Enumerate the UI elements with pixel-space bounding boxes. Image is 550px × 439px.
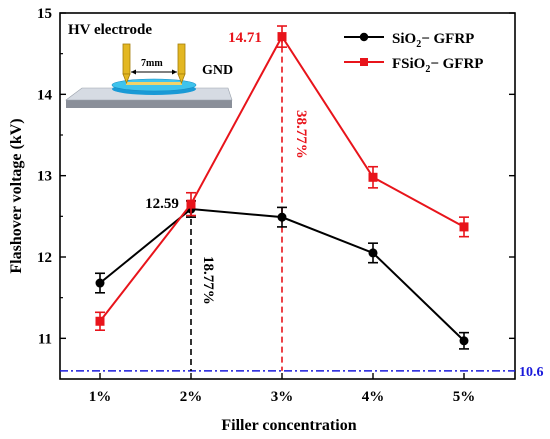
y-axis: 11 12 13 14 15 bbox=[37, 6, 515, 347]
x-axis-title: Filler concentration bbox=[221, 417, 356, 434]
inset-gap-arrow-right-head bbox=[172, 69, 177, 75]
data-point bbox=[459, 336, 469, 346]
legend-sio2-sub: 2 bbox=[416, 39, 421, 50]
inset-gnd-electrode bbox=[177, 43, 186, 85]
legend-fsio2-sub: 2 bbox=[425, 64, 430, 75]
inset-gnd-label: GND bbox=[202, 63, 233, 78]
legend-fsio2-rest: − GFRP bbox=[430, 56, 483, 72]
data-point bbox=[459, 222, 469, 232]
x-tick-label: 3% bbox=[271, 389, 294, 405]
drop-lines bbox=[190, 36, 283, 371]
data-point bbox=[277, 212, 287, 222]
legend-sio2-rest: − GFRP bbox=[421, 31, 474, 47]
legend-label-sio2: SiO2− GFRP bbox=[392, 31, 474, 50]
y-tick-label: 11 bbox=[38, 331, 52, 347]
legend-marker-fsio2 bbox=[360, 58, 368, 66]
data-point bbox=[277, 32, 287, 42]
inset-sample-yellow-layer bbox=[126, 82, 182, 85]
x-tick-label: 5% bbox=[453, 389, 476, 405]
data-point bbox=[368, 172, 378, 182]
peak-red-label: 14.71 bbox=[228, 30, 262, 46]
y-tick-label: 15 bbox=[37, 6, 52, 22]
data-point bbox=[95, 278, 105, 288]
reference-line-label: 10.6 bbox=[519, 365, 544, 380]
legend-sio2-main: SiO bbox=[392, 31, 416, 47]
x-tick-label: 4% bbox=[362, 389, 385, 405]
data-point bbox=[368, 248, 378, 258]
plot-frame bbox=[59, 12, 516, 380]
inset-title: HV electrode bbox=[68, 22, 152, 38]
x-tick-label: 2% bbox=[180, 389, 203, 405]
y-tick-label: 13 bbox=[37, 169, 52, 185]
y-tick-label: 14 bbox=[37, 87, 53, 103]
x-tick-label: 1% bbox=[89, 389, 112, 405]
y-tick-label: 12 bbox=[37, 250, 52, 266]
legend-marker-sio2 bbox=[359, 32, 369, 42]
reference-line-group: 10.6 bbox=[60, 365, 544, 380]
series-group bbox=[95, 25, 469, 350]
data-point bbox=[186, 199, 196, 209]
inset-gap-arrow-left-head bbox=[131, 69, 136, 75]
legend-fsio2-main: FSiO bbox=[392, 56, 425, 72]
inset-gap-label: 7mm bbox=[141, 58, 163, 69]
legend-label-fsio2: FSiO2− GFRP bbox=[392, 56, 483, 75]
inset-schematic: HV electrode 7mm GND bbox=[65, 22, 233, 108]
pct-red-label: 38.77% bbox=[293, 110, 309, 159]
inset-ground-plate bbox=[66, 100, 232, 108]
pct-black-label: 18.77% bbox=[200, 256, 216, 305]
inset-hv-electrode bbox=[122, 43, 131, 85]
legend: SiO2− GFRP FSiO2− GFRP bbox=[344, 31, 483, 75]
y-axis-title: Flashover voltage (kV) bbox=[8, 118, 25, 273]
x-axis: 1% 2% 3% 4% 5% bbox=[89, 373, 476, 405]
peak-black-label: 12.59 bbox=[145, 196, 179, 212]
data-point bbox=[95, 316, 105, 326]
